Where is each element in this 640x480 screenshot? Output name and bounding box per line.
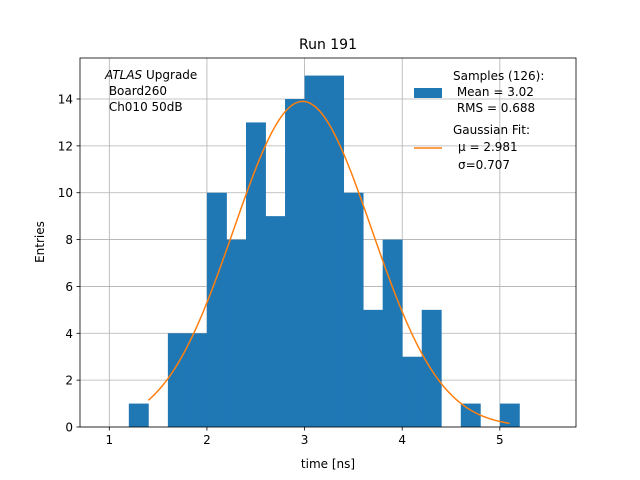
y-tick-label: 12 bbox=[58, 139, 73, 153]
y-tick-label: 6 bbox=[65, 280, 73, 294]
atlas-annotation: ATLAS Upgrade Board260 Ch010 50dB bbox=[104, 68, 197, 114]
legend-fit-sigma: σ=0.707 bbox=[458, 158, 510, 172]
histogram-bar bbox=[363, 309, 384, 427]
y-tick-label: 2 bbox=[65, 374, 73, 388]
legend-fit-title: Gaussian Fit: bbox=[453, 123, 530, 137]
y-tick-label: 10 bbox=[58, 186, 73, 200]
board-label: Board260 bbox=[105, 84, 167, 98]
atlas-label: ATLAS bbox=[104, 68, 143, 82]
histogram-bar bbox=[128, 403, 149, 427]
y-axis-ticks: 0 2 4 6 8 10 12 14 bbox=[58, 93, 80, 435]
legend-hist-swatch bbox=[414, 88, 442, 98]
channel-label: Ch010 50dB bbox=[105, 100, 183, 114]
x-tick-label: 4 bbox=[398, 433, 406, 447]
y-tick-label: 4 bbox=[65, 327, 73, 341]
svg-text:ATLAS Upgrade: ATLAS Upgrade bbox=[104, 68, 197, 82]
x-tick-label: 1 bbox=[105, 433, 113, 447]
y-tick-label: 14 bbox=[58, 93, 73, 107]
x-tick-label: 2 bbox=[203, 433, 211, 447]
x-axis-ticks: 1 2 3 4 5 bbox=[105, 427, 504, 447]
histogram-bar bbox=[499, 403, 520, 427]
histogram-bar bbox=[226, 239, 247, 427]
histogram-bar bbox=[402, 356, 423, 427]
histogram-bar bbox=[245, 122, 266, 427]
y-axis-label: Entries bbox=[33, 221, 47, 263]
legend-mean: Mean = 3.02 bbox=[453, 85, 534, 99]
histogram-bar bbox=[187, 333, 208, 427]
legend-fit-mu: μ = 2.981 bbox=[458, 140, 518, 154]
x-tick-label: 3 bbox=[301, 433, 309, 447]
legend-rms: RMS = 0.688 bbox=[453, 101, 535, 115]
plot-frame bbox=[79, 57, 577, 428]
upgrade-label: Upgrade bbox=[142, 68, 197, 82]
legend-samples: Samples (126): bbox=[453, 69, 544, 83]
histogram-bar bbox=[265, 216, 286, 427]
gaussian-fit-curve bbox=[147, 100, 510, 425]
y-tick-label: 0 bbox=[65, 421, 73, 435]
histogram-bar bbox=[304, 75, 325, 428]
histogram-bar bbox=[285, 99, 305, 427]
chart-title: Run 191 bbox=[299, 37, 357, 53]
histogram-bar bbox=[382, 239, 403, 427]
histogram-bar bbox=[343, 192, 364, 427]
x-tick-label: 5 bbox=[496, 433, 504, 447]
legend: Samples (126): Mean = 3.02 RMS = 0.688 G… bbox=[414, 69, 544, 172]
x-axis-label: time [ns] bbox=[301, 457, 355, 471]
y-tick-label: 8 bbox=[65, 233, 73, 247]
histogram-bar bbox=[421, 309, 442, 427]
histogram-bar bbox=[460, 403, 481, 427]
histogram-bar bbox=[167, 333, 188, 427]
histogram-bar bbox=[206, 192, 227, 427]
histogram-bars bbox=[128, 75, 520, 428]
histogram-bar bbox=[324, 75, 345, 428]
